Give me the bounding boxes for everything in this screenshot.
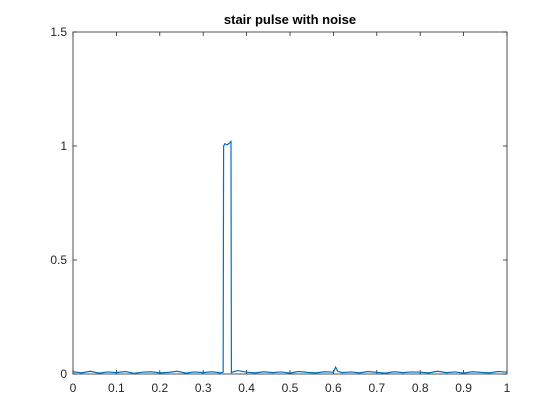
y-tick-label: 0.5 bbox=[50, 253, 67, 267]
series-group bbox=[72, 139, 508, 374]
y-tick-label: 1 bbox=[60, 139, 67, 153]
plot-area bbox=[72, 31, 508, 375]
x-tick-label: 0.2 bbox=[151, 381, 168, 395]
x-tick-label: 0.1 bbox=[108, 381, 125, 395]
x-tick-label: 0.5 bbox=[282, 381, 299, 395]
x-tick-label: 0.9 bbox=[455, 381, 472, 395]
x-tick-label: 0 bbox=[70, 381, 77, 395]
chart-title: stair pulse with noise bbox=[224, 12, 356, 27]
x-tick-label: 0.6 bbox=[325, 381, 342, 395]
y-tick-label: 0 bbox=[60, 367, 67, 381]
x-tick-label: 0.8 bbox=[412, 381, 429, 395]
axis-ticks: 0 0.1 0.2 0.3 0.4 0.5 0.6 0.7 0.8 0.9 1 0 0.5 1 1.5 bbox=[50, 25, 510, 395]
series-line bbox=[72, 139, 508, 374]
y-tick-label: 1.5 bbox=[50, 25, 67, 39]
x-tick-label: 0.4 bbox=[238, 381, 255, 395]
x-tick-label: 0.3 bbox=[195, 381, 212, 395]
x-tick-label: 0.7 bbox=[368, 381, 385, 395]
x-tick-label: 1 bbox=[504, 381, 511, 395]
